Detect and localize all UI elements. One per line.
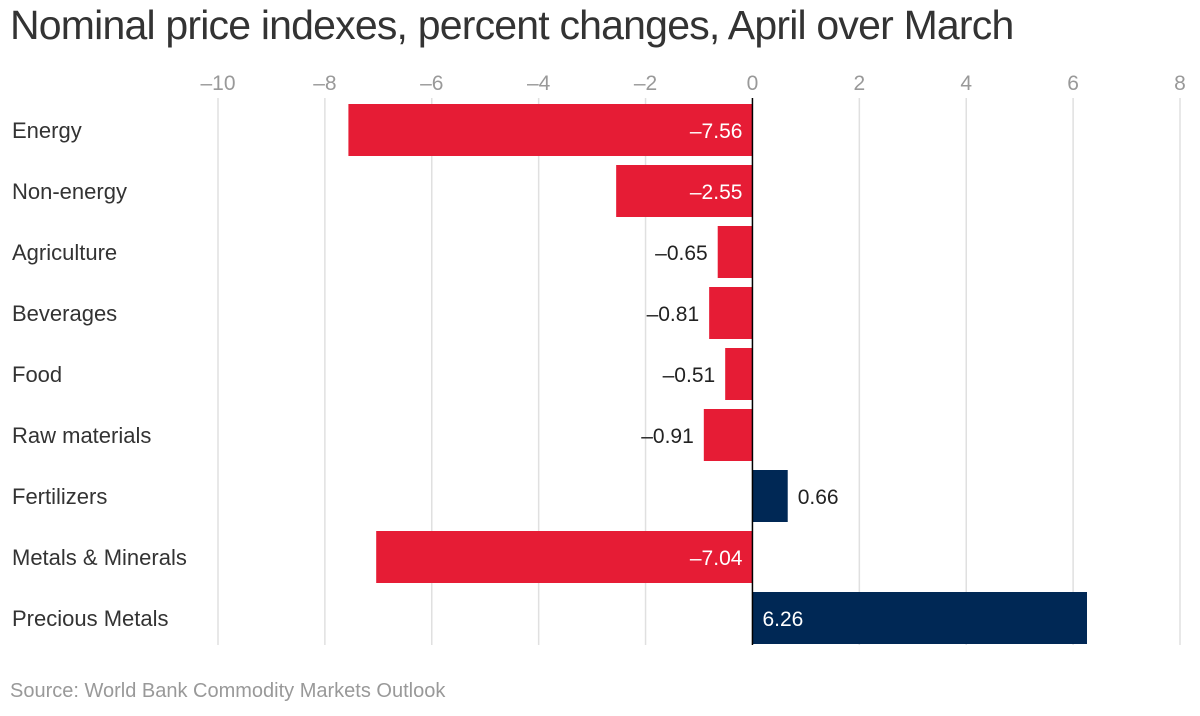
x-tick-label: 0 bbox=[747, 72, 759, 95]
value-label: 0.66 bbox=[798, 486, 839, 509]
category-label: Metals & Minerals bbox=[12, 545, 187, 570]
category-label: Non-energy bbox=[12, 179, 127, 204]
bar bbox=[717, 226, 753, 278]
category-labels: Energy Non-energy Agriculture Beverages Food… bbox=[12, 118, 187, 631]
category-label: Beverages bbox=[12, 301, 117, 326]
value-label: –7.56 bbox=[690, 120, 743, 143]
chart-title: Nominal price indexes, percent changes, … bbox=[10, 2, 1014, 48]
value-label: –7.04 bbox=[690, 547, 743, 570]
value-label: –0.91 bbox=[641, 425, 694, 448]
bar bbox=[616, 165, 753, 217]
x-axis-tick-labels: –10 –8 –6 –4 –2 0 2 4 6 8 bbox=[200, 72, 1185, 95]
x-tick-label: 2 bbox=[853, 72, 865, 95]
category-label: Precious Metals bbox=[12, 606, 169, 631]
bar bbox=[752, 592, 1088, 644]
x-tick-label: –2 bbox=[634, 72, 657, 95]
x-tick-label: –4 bbox=[527, 72, 551, 95]
x-tick-label: 8 bbox=[1174, 72, 1186, 95]
category-label: Fertilizers bbox=[12, 484, 107, 509]
value-label: –0.81 bbox=[647, 303, 700, 326]
value-label: 6.26 bbox=[762, 608, 803, 631]
value-label: –2.55 bbox=[690, 181, 743, 204]
source-note: Source: World Bank Commodity Markets Out… bbox=[10, 680, 446, 702]
bar bbox=[703, 409, 753, 461]
bar bbox=[348, 104, 753, 156]
x-tick-label: 6 bbox=[1067, 72, 1079, 95]
x-tick-label: –10 bbox=[200, 72, 235, 95]
category-label: Agriculture bbox=[12, 240, 117, 265]
bar bbox=[752, 470, 788, 522]
category-label: Energy bbox=[12, 118, 82, 143]
x-tick-label: –8 bbox=[313, 72, 336, 95]
bar bbox=[725, 348, 753, 400]
bar bbox=[376, 531, 753, 583]
x-tick-label: 4 bbox=[960, 72, 972, 95]
value-label: –0.65 bbox=[655, 242, 708, 265]
gridlines bbox=[217, 98, 1181, 645]
x-tick-label: –6 bbox=[420, 72, 443, 95]
bar bbox=[709, 287, 753, 339]
category-label: Raw materials bbox=[12, 423, 151, 448]
value-labels: –7.56 –2.55 –0.65 –0.81 –0.51 –0.91 0.66 –7.04 6… bbox=[641, 120, 838, 631]
category-label: Food bbox=[12, 362, 62, 387]
value-label: –0.51 bbox=[663, 364, 716, 387]
bars bbox=[348, 104, 1088, 644]
